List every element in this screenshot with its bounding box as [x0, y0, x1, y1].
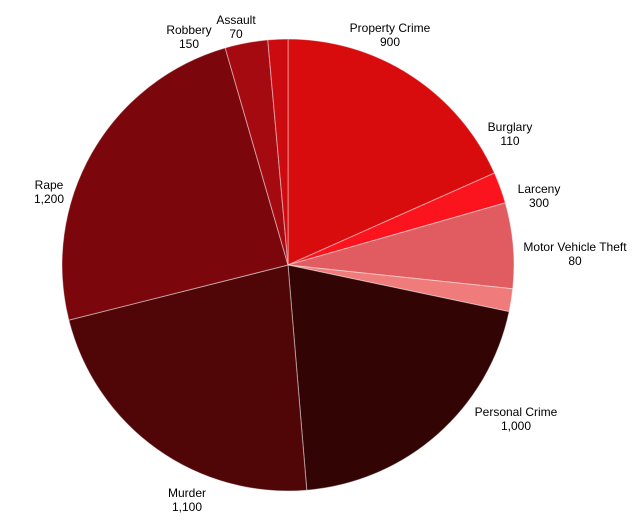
pie-slice-robbery[interactable] — [224, 39, 289, 266]
slice-label-personal-crime: Personal Crime 1,000 — [475, 405, 558, 433]
pie-slice-assault[interactable] — [267, 38, 289, 266]
pie-slice-murder[interactable] — [68, 264, 308, 492]
pie-slice-property-crime[interactable] — [287, 38, 496, 266]
slice-label-property-crime: Property Crime 900 — [350, 21, 431, 49]
slice-label-larceny: Larceny 300 — [518, 182, 561, 210]
slice-label-burglary: Burglary 110 — [488, 120, 533, 148]
slice-label-motor-vehicle-theft: Motor Vehicle Theft 80 — [523, 240, 627, 268]
pie-slice-larceny[interactable] — [287, 202, 515, 290]
slice-label-rape: Rape 1,200 — [34, 178, 64, 206]
slice-label-assault: Assault 70 — [216, 13, 256, 41]
pie-slice-burglary[interactable] — [287, 172, 506, 266]
slice-label-murder: Murder 1,100 — [168, 486, 206, 514]
pie-slice-rape[interactable] — [61, 47, 289, 321]
pie-slice-personal-crime[interactable] — [287, 264, 510, 491]
pie-slice-motor-vehicle-theft[interactable] — [287, 264, 514, 313]
slice-label-robbery: Robbery 150 — [166, 23, 211, 51]
